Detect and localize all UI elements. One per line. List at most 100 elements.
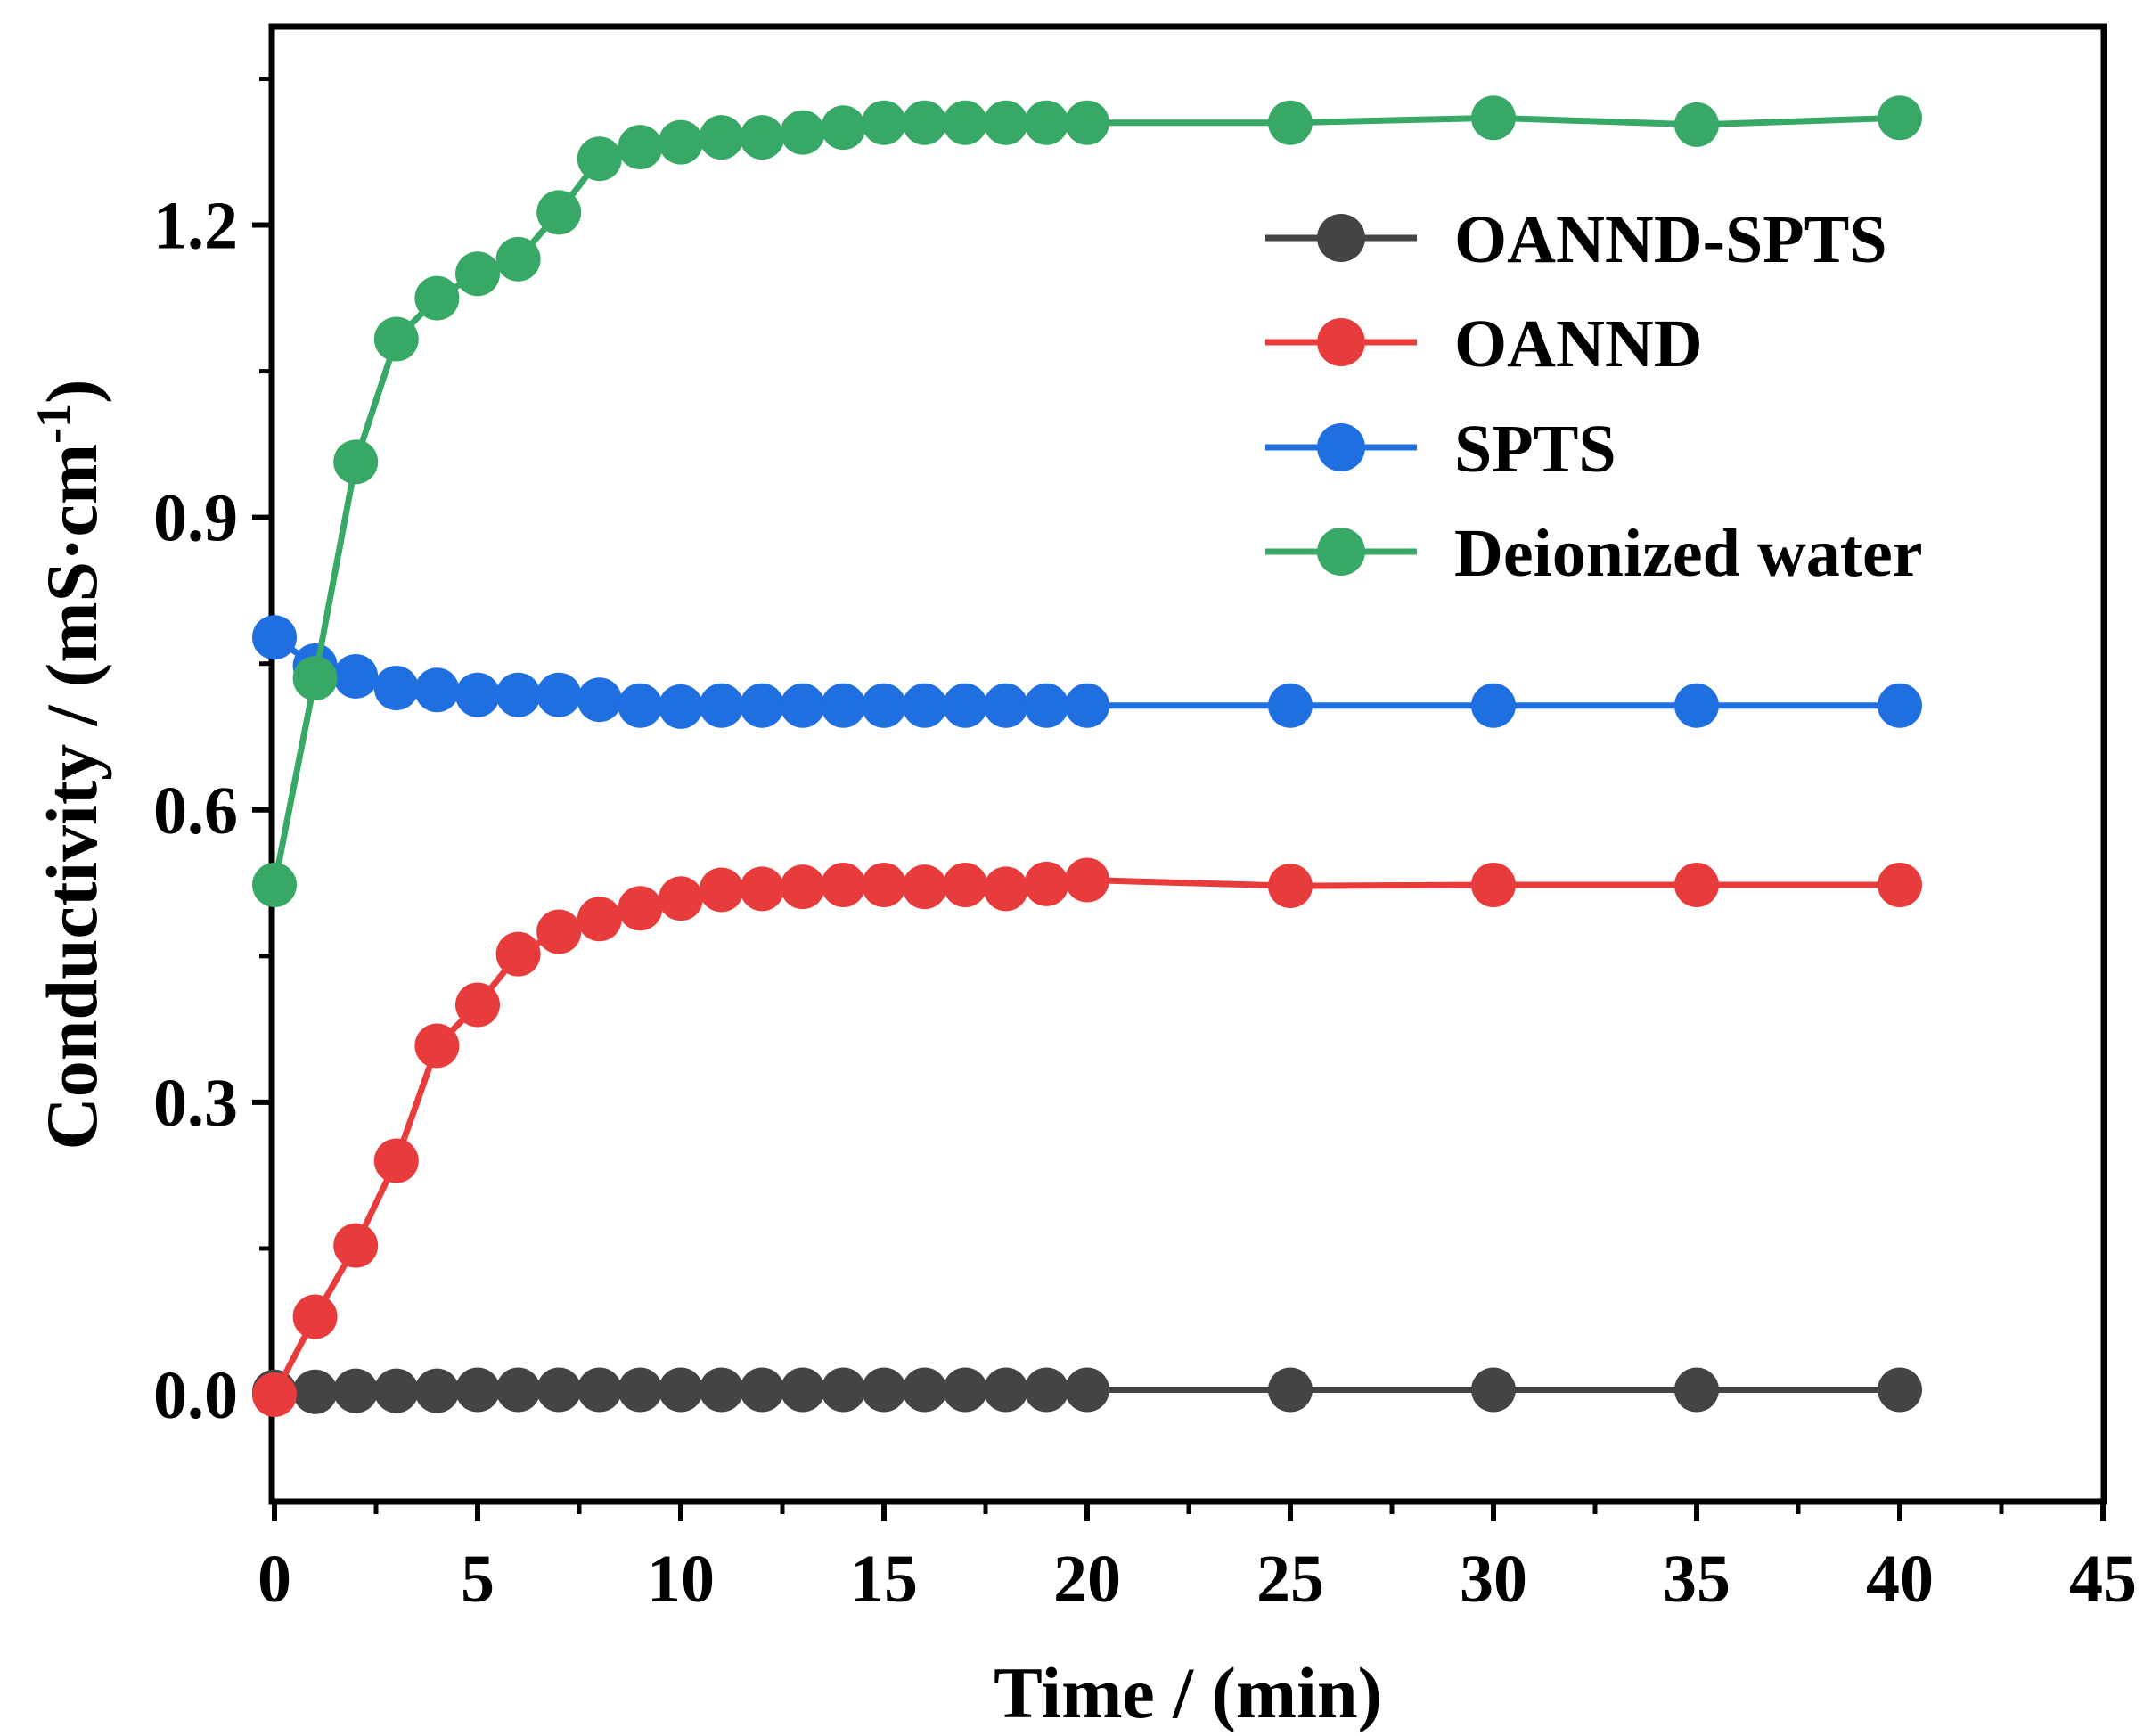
x-tick-label: 5 <box>461 1542 495 1617</box>
data-point <box>414 667 460 713</box>
legend-marker <box>1317 423 1365 471</box>
data-point <box>902 683 947 728</box>
y-tick-label: 1.2 <box>153 189 238 264</box>
data-point <box>292 1369 338 1414</box>
data-point <box>495 931 541 977</box>
data-point <box>1024 683 1069 728</box>
x-tick-label: 10 <box>647 1542 715 1617</box>
x-tick-label: 15 <box>850 1542 918 1617</box>
data-point <box>821 105 866 151</box>
data-point <box>943 100 988 145</box>
data-point <box>536 1367 582 1413</box>
data-point <box>495 672 541 717</box>
legend-label: OANND <box>1454 307 1703 381</box>
data-point <box>1878 683 1922 728</box>
y-axis-title-superscript: -1 <box>27 404 80 444</box>
data-point <box>455 672 500 717</box>
data-point <box>536 190 582 235</box>
y-tick-label: 0.6 <box>153 774 238 848</box>
data-point <box>821 862 866 907</box>
data-point <box>699 115 744 160</box>
legend-marker <box>1317 318 1365 366</box>
data-point <box>1024 861 1069 906</box>
legend-entry: Deionized water <box>1265 516 1923 591</box>
data-point <box>1674 683 1719 728</box>
x-tick-label: 35 <box>1663 1542 1731 1617</box>
series-spts <box>252 615 1922 729</box>
data-point <box>414 1368 460 1413</box>
data-point <box>983 1367 1028 1413</box>
data-point <box>699 1367 744 1413</box>
data-point <box>1065 1367 1109 1413</box>
data-point <box>618 886 663 931</box>
data-point <box>1268 100 1313 145</box>
data-point <box>1674 862 1719 907</box>
data-point <box>659 684 703 729</box>
data-point <box>659 1367 703 1413</box>
data-point <box>902 864 947 910</box>
legend-entry: SPTS <box>1265 412 1616 487</box>
series-oannd-spts <box>252 1367 1922 1414</box>
data-point <box>1471 683 1516 728</box>
y-axis-ticks: 0.0 0.3 0.6 0.9 1.2 <box>153 77 272 1433</box>
data-point <box>1065 683 1109 728</box>
data-point <box>699 683 744 728</box>
y-axis-title-close: ) <box>31 380 112 404</box>
x-tick-label: 25 <box>1256 1542 1324 1617</box>
data-point <box>414 1023 460 1069</box>
data-point <box>495 1367 541 1413</box>
data-point <box>862 1367 906 1413</box>
data-point <box>740 683 785 728</box>
data-point <box>536 909 582 954</box>
series-layer <box>252 95 1922 1417</box>
data-point <box>1471 862 1516 907</box>
x-tick-label: 20 <box>1053 1542 1121 1617</box>
data-point <box>780 864 825 910</box>
data-point <box>1471 95 1516 141</box>
data-point <box>373 1368 419 1413</box>
data-point <box>577 136 622 182</box>
data-point <box>536 672 582 717</box>
data-point <box>740 115 785 160</box>
data-point <box>455 1367 500 1413</box>
data-point <box>414 275 460 321</box>
data-point <box>333 1368 379 1413</box>
legend-label: OANND-SPTS <box>1454 202 1887 277</box>
y-axis-title-main: Conductivity / (mS·cm <box>31 444 112 1151</box>
legend-entry: OANND-SPTS <box>1265 202 1887 277</box>
legend-marker <box>1317 528 1365 576</box>
data-point <box>1878 95 1922 141</box>
legend-label: SPTS <box>1454 412 1616 487</box>
series-deionized-water <box>252 95 1922 907</box>
data-point <box>1674 102 1719 147</box>
legend-entry: OANND <box>1265 307 1703 381</box>
data-point <box>821 683 866 728</box>
x-tick-label: 0 <box>258 1542 291 1617</box>
data-point <box>618 125 663 170</box>
x-tick-label: 45 <box>2069 1542 2137 1617</box>
data-point <box>618 1367 663 1413</box>
data-point <box>740 866 785 912</box>
x-tick-label: 30 <box>1460 1542 1527 1617</box>
data-point <box>455 982 500 1028</box>
data-point <box>862 100 906 145</box>
data-point <box>292 1294 338 1339</box>
data-point <box>1674 1367 1719 1413</box>
data-point <box>943 1367 988 1413</box>
data-point <box>618 683 663 728</box>
data-point <box>943 862 988 907</box>
data-point <box>780 110 825 155</box>
x-axis-ticks: 0 5 10 15 20 25 30 35 40 45 <box>258 1502 2137 1617</box>
data-point <box>862 683 906 728</box>
data-point <box>902 100 947 145</box>
data-point <box>252 1372 297 1417</box>
data-point <box>1024 100 1069 145</box>
data-point <box>659 876 703 921</box>
data-point <box>699 867 744 913</box>
data-point <box>333 439 379 485</box>
y-tick-label: 0.3 <box>153 1066 238 1141</box>
legend: OANND-SPTS OANND SPTS Deionized water <box>1265 202 1923 591</box>
x-axis-title: Time / (min) <box>994 1652 1382 1733</box>
data-point <box>983 866 1028 912</box>
data-point <box>373 1138 419 1183</box>
